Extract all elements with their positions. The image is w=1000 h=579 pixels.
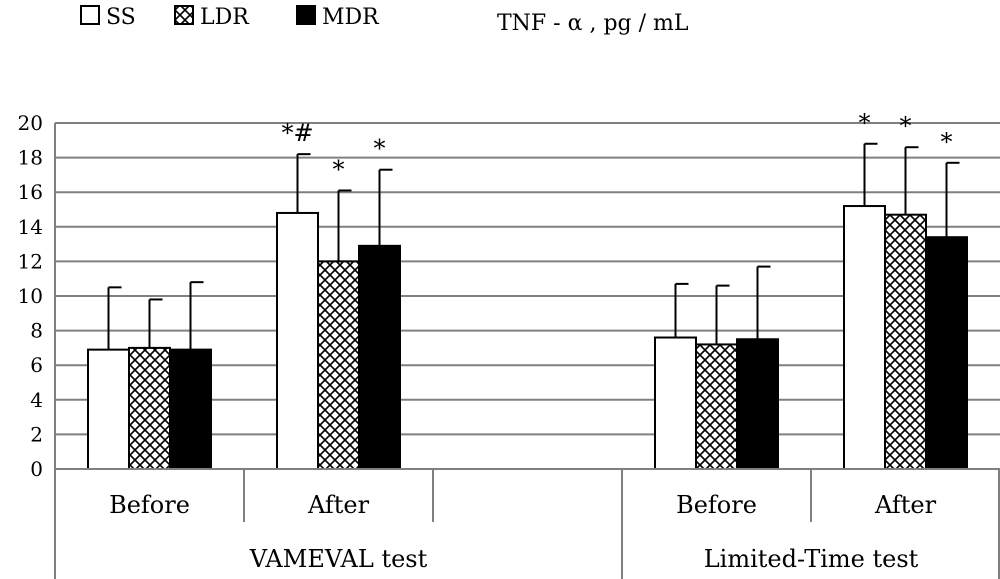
bar-ldr xyxy=(317,260,360,470)
bar-ss xyxy=(87,348,130,471)
y-tick-label: 2 xyxy=(30,422,43,446)
group-label: Limited-Time test xyxy=(704,545,919,573)
y-tick-label: 12 xyxy=(18,249,43,273)
y-tick-label: 20 xyxy=(18,111,43,135)
category-label: Before xyxy=(676,491,757,519)
category-label: After xyxy=(307,491,370,519)
legend-swatch-ldr xyxy=(174,5,194,25)
legend: SS LDR MDR xyxy=(80,5,380,30)
bars xyxy=(87,205,968,471)
significance-marks: *# * * * * * xyxy=(281,109,952,184)
category-label: Before xyxy=(109,491,190,519)
group-label: VAMEVAL test xyxy=(249,545,428,573)
y-tick-label: 10 xyxy=(18,284,43,308)
bar-mdr xyxy=(169,348,212,471)
bar-ss xyxy=(843,205,886,470)
bar-mdr xyxy=(358,244,401,470)
legend-label: SS xyxy=(106,5,136,30)
bar-mdr xyxy=(925,236,968,470)
y-axis: 0 2 4 6 8 10 12 14 16 18 20 xyxy=(18,111,56,481)
significance-mark: * xyxy=(859,109,871,137)
legend-swatch-mdr xyxy=(296,5,316,25)
y-tick-label: 0 xyxy=(30,457,43,481)
y-tick-label: 18 xyxy=(18,146,43,170)
bar-ldr xyxy=(695,343,738,470)
significance-mark: * xyxy=(374,135,386,163)
bar-mdr xyxy=(736,338,779,470)
category-label: After xyxy=(874,491,937,519)
significance-mark: * xyxy=(900,112,912,140)
chart-title: TNF - α , pg / mL xyxy=(497,11,689,36)
significance-mark: * xyxy=(333,155,345,183)
bar-ldr xyxy=(884,213,927,470)
bar-ss xyxy=(276,211,319,471)
y-tick-label: 8 xyxy=(30,319,43,343)
y-tick-label: 6 xyxy=(30,353,43,377)
legend-label: MDR xyxy=(322,5,380,30)
bar-ldr xyxy=(128,346,171,470)
bar-ss xyxy=(654,336,697,470)
significance-mark: *# xyxy=(281,119,313,147)
gridlines xyxy=(55,122,1000,470)
y-tick-label: 4 xyxy=(30,388,43,412)
error-bars xyxy=(107,142,960,350)
legend-swatch-ss xyxy=(80,5,100,25)
y-tick-label: 14 xyxy=(18,215,43,239)
y-tick-label: 16 xyxy=(18,180,43,204)
significance-mark: * xyxy=(941,128,953,156)
x-axis: Before After Before After VAMEVAL test Limite… xyxy=(54,468,1000,579)
legend-label: LDR xyxy=(200,5,250,30)
